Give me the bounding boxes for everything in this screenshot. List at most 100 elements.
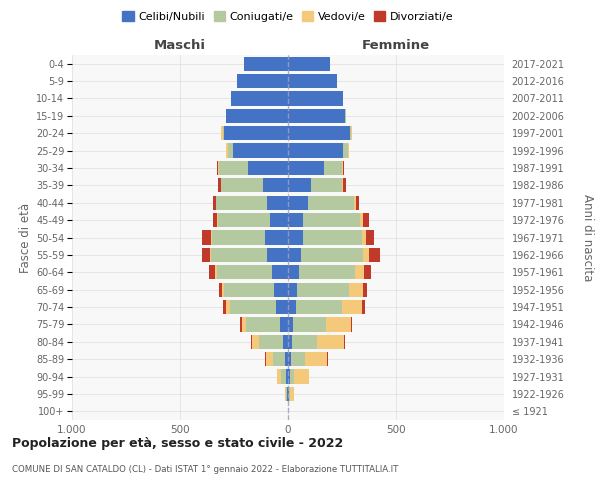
Bar <box>288 144 343 158</box>
Bar <box>311 178 342 192</box>
Bar <box>355 196 356 210</box>
Bar <box>342 161 343 175</box>
Bar <box>221 178 263 192</box>
Bar <box>218 178 221 192</box>
Bar <box>230 300 276 314</box>
Bar <box>362 230 366 244</box>
Bar <box>266 352 273 366</box>
Bar <box>277 370 281 384</box>
Bar <box>241 318 242 332</box>
Bar <box>295 370 308 384</box>
Bar <box>218 161 219 175</box>
Bar <box>212 213 217 227</box>
Text: COMUNE DI SAN CATALDO (CL) - Dati ISTAT 1° gennaio 2022 - Elaborazione TUTTITALI: COMUNE DI SAN CATALDO (CL) - Dati ISTAT … <box>12 466 398 474</box>
Bar <box>288 387 289 401</box>
Bar <box>209 265 215 280</box>
Bar <box>288 108 345 123</box>
Bar <box>223 300 226 314</box>
Bar <box>227 144 233 158</box>
Bar <box>290 387 293 401</box>
Bar <box>305 352 328 366</box>
Bar <box>233 144 288 158</box>
Bar <box>341 300 362 314</box>
Bar <box>253 334 259 349</box>
Bar <box>218 213 269 227</box>
Bar <box>286 370 288 384</box>
Bar <box>242 318 246 332</box>
Bar <box>343 178 346 192</box>
Bar <box>276 300 288 314</box>
Bar <box>362 300 365 314</box>
Bar <box>223 126 224 140</box>
Bar <box>350 126 351 140</box>
Bar <box>363 282 367 297</box>
Legend: Celibi/Nubili, Coniugati/e, Vedovi/e, Divorziati/e: Celibi/Nubili, Coniugati/e, Vedovi/e, Di… <box>119 8 457 25</box>
Bar <box>285 352 288 366</box>
Bar <box>202 248 210 262</box>
Y-axis label: Fasce di età: Fasce di età <box>19 202 32 272</box>
Bar <box>288 178 311 192</box>
Bar <box>343 161 344 175</box>
Bar <box>302 213 360 227</box>
Bar <box>302 230 362 244</box>
Bar <box>287 387 288 401</box>
Bar <box>211 230 212 244</box>
Bar <box>342 178 343 192</box>
Bar <box>356 196 359 210</box>
Bar <box>360 213 362 227</box>
Bar <box>348 144 349 158</box>
Bar <box>273 352 285 366</box>
Bar <box>231 92 288 106</box>
Bar <box>213 196 215 210</box>
Bar <box>269 213 288 227</box>
Bar <box>288 282 297 297</box>
Bar <box>217 161 218 175</box>
Bar <box>211 248 268 262</box>
Bar <box>272 265 288 280</box>
Bar <box>290 370 295 384</box>
Bar <box>363 248 369 262</box>
Bar <box>251 334 253 349</box>
Bar <box>268 248 288 262</box>
Text: Femmine: Femmine <box>362 38 430 52</box>
Bar <box>265 230 288 244</box>
Bar <box>351 126 352 140</box>
Bar <box>288 370 290 384</box>
Bar <box>288 74 337 88</box>
Bar <box>224 126 288 140</box>
Bar <box>224 282 274 297</box>
Bar <box>288 92 343 106</box>
Bar <box>219 282 221 297</box>
Bar <box>210 248 211 262</box>
Bar <box>288 161 323 175</box>
Bar <box>308 196 355 210</box>
Bar <box>343 144 348 158</box>
Bar <box>288 213 302 227</box>
Text: Maschi: Maschi <box>154 38 206 52</box>
Bar <box>364 265 371 280</box>
Bar <box>326 318 351 332</box>
Bar <box>212 230 265 244</box>
Bar <box>268 196 288 210</box>
Bar <box>288 56 330 71</box>
Bar <box>226 144 227 158</box>
Bar <box>219 161 248 175</box>
Bar <box>288 352 290 366</box>
Bar <box>274 282 288 297</box>
Bar <box>323 161 342 175</box>
Bar <box>299 265 355 280</box>
Bar <box>246 318 280 332</box>
Bar <box>281 370 286 384</box>
Bar <box>288 318 293 332</box>
Bar <box>317 334 344 349</box>
Bar <box>288 248 301 262</box>
Bar <box>215 265 217 280</box>
Bar <box>288 300 296 314</box>
Bar <box>288 196 308 210</box>
Bar <box>217 265 272 280</box>
Bar <box>202 230 211 244</box>
Bar <box>244 56 288 71</box>
Bar <box>351 318 352 332</box>
Bar <box>288 230 302 244</box>
Bar <box>215 196 268 210</box>
